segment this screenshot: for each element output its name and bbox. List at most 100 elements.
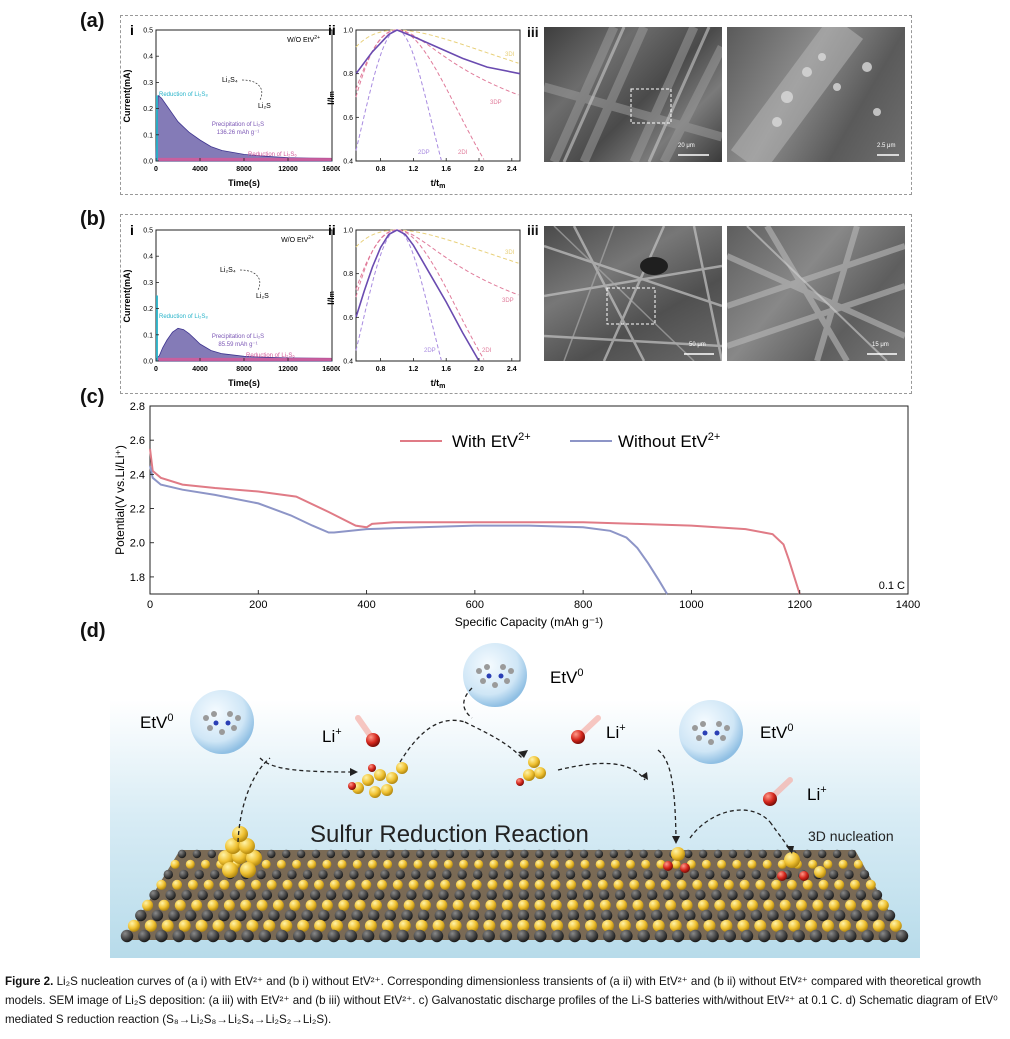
lattice-atom (838, 859, 848, 869)
lattice-atom (551, 929, 564, 943)
lattice-atom (534, 919, 547, 932)
lattice-atom (844, 929, 857, 943)
reaction-arrow (241, 79, 263, 101)
lattice-atom (645, 879, 656, 890)
lattice-atom (149, 889, 160, 901)
reaction-pathway-arrows (237, 687, 791, 851)
lattice-atom (364, 919, 377, 932)
lattice-atom (371, 849, 380, 859)
x-tick-label: 2.0 (474, 366, 484, 373)
lattice-atom (282, 849, 291, 859)
sub-label-b-ii: ii (328, 222, 336, 238)
lattice-atom (883, 909, 896, 922)
lattice-atom (684, 849, 693, 859)
lattice-atom (356, 849, 365, 859)
lattice-atom (168, 909, 180, 922)
lattice-atom (618, 919, 631, 932)
lattice-atom (213, 889, 224, 901)
lattice-atom (482, 929, 495, 943)
lattice-atom (855, 889, 867, 901)
lattice-atom (371, 899, 382, 911)
lattice-atom (534, 909, 546, 922)
y-ticks: 0.0 0.1 0.2 0.3 0.4 0.5 (143, 228, 159, 366)
lattice-atom (823, 859, 833, 869)
lattice-atom (654, 929, 668, 943)
lattice-atom (341, 849, 350, 859)
lattice-atom (189, 929, 203, 943)
lattice-atom (422, 889, 433, 901)
lattice-atom (452, 899, 464, 911)
svg-text:Li+: Li+ (606, 722, 626, 742)
reduction-s8-band (156, 95, 158, 161)
lattice-atom (784, 909, 796, 922)
chart-b-i: i W/O EtV2+ 0.0 0.1 0.2 0.3 0.4 0.5 0 4000 8000… (122, 222, 340, 388)
etv-bubble-right (679, 700, 743, 764)
lattice-atom (392, 879, 403, 890)
model-label-3dp: 3DP (490, 100, 502, 106)
plot-frame (355, 29, 521, 162)
lattice-atom (284, 909, 297, 922)
lattice-atom (717, 909, 729, 922)
lattice-atom (194, 869, 204, 880)
lattice-atom (889, 919, 902, 932)
lattice-atom (624, 849, 633, 859)
lattice-atom (534, 929, 547, 943)
etv-label: EtV (760, 723, 788, 742)
lattice-atom (487, 879, 498, 890)
sem-image-b-high-mag: 15 μm (727, 226, 905, 361)
lattice-atom (871, 889, 883, 901)
zoom-region-box (630, 88, 672, 124)
legend-label: W/O EtV (287, 37, 315, 44)
lattice-atom (828, 869, 839, 880)
lattice-atom (368, 859, 377, 869)
lattice-atom (550, 879, 561, 890)
lattice-atom (706, 929, 719, 943)
x-tick-label: 1.2 (409, 166, 419, 173)
lattice-atom (293, 889, 305, 901)
lattice-atom (426, 869, 436, 880)
legend-label-with: With EtV (452, 432, 519, 451)
lattice-atom (287, 869, 297, 880)
lattice-atom (302, 869, 313, 880)
panel-c-label: (c) (80, 386, 105, 408)
lattice-atom (723, 879, 734, 890)
lattice-atom (671, 929, 685, 943)
lattice-atom (318, 909, 330, 922)
x-ticks: 0.8 1.2 1.6 2.0 2.4 (376, 158, 517, 173)
lattice-atom (598, 889, 610, 901)
lattice-atom (689, 929, 702, 943)
lattice-atom (697, 899, 709, 911)
lattice-atom (867, 909, 879, 922)
x-tick-label: 1.6 (441, 166, 451, 173)
lattice-atom (314, 879, 324, 890)
y-tick-label: 0.8 (343, 71, 353, 78)
lattice-atom (413, 929, 426, 943)
lattice-atom (717, 859, 727, 869)
y-tick-label: 2.4 (130, 469, 145, 481)
lattice-atom (201, 859, 210, 869)
lattice-atom (517, 909, 530, 922)
lattice-atom (895, 929, 909, 943)
model-curve-3di (355, 229, 519, 264)
lattice-atom (730, 899, 742, 911)
lattice-atom (747, 899, 758, 911)
lattice-atom (535, 849, 544, 859)
lattice-atom (684, 909, 696, 922)
lattice-atom (845, 899, 857, 911)
x-tick-label: 0 (154, 366, 158, 373)
lattice-atom (218, 909, 230, 922)
y-tick-label: 0.0 (143, 359, 153, 366)
annotation-reduction-s6: Reduction of Li₂S₆ (246, 353, 295, 359)
x-tick-label: 1000 (679, 599, 703, 611)
sulfur-small-cluster (516, 756, 546, 786)
lattice-atom (743, 889, 754, 901)
lattice-atom (334, 909, 347, 922)
x-tick-label: 0.8 (376, 166, 386, 173)
y-axis-label: Current(mA) (122, 69, 132, 122)
lattice-atom (754, 919, 767, 932)
lattice-atom (808, 859, 818, 869)
lattice-atom (689, 869, 699, 880)
lattice-atom (473, 869, 483, 880)
lattice-atom (550, 889, 562, 901)
lattice-atom (179, 869, 189, 880)
